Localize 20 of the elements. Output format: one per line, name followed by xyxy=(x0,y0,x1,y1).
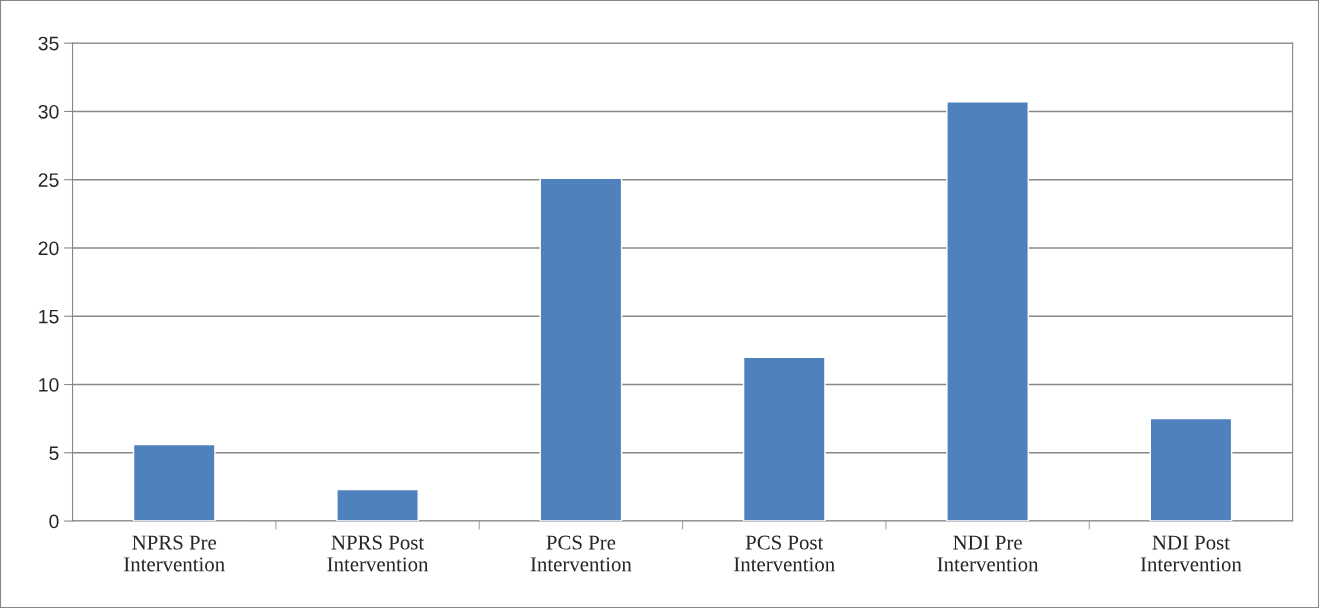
x-tick-label: PCS Post Intervention xyxy=(734,535,835,572)
x-tick-label: NDI Pre Intervention xyxy=(937,535,1039,572)
y-tick-label: 15 xyxy=(39,309,59,324)
bar xyxy=(539,177,623,522)
bar xyxy=(946,101,1029,522)
bar xyxy=(336,488,419,522)
y-tick-label: 20 xyxy=(38,241,59,256)
y-tick-label: 10 xyxy=(39,377,59,392)
y-tick-label: 25 xyxy=(38,173,59,187)
bar xyxy=(742,356,826,522)
x-tick-label: NDI Post Intervention xyxy=(1140,535,1242,572)
x-tick-label: PCS Pre Intervention xyxy=(530,535,632,572)
y-tick-label: 35 xyxy=(38,36,59,51)
x-tick-label: NPRS Post Intervention xyxy=(327,535,429,572)
bar xyxy=(132,443,216,522)
bar xyxy=(1149,417,1233,522)
y-tick-label: 5 xyxy=(49,446,59,461)
y-tick-label: 30 xyxy=(38,104,59,119)
y-tick-label: 0 xyxy=(49,514,59,529)
x-tick-label: NPRS Pre Intervention xyxy=(124,535,225,572)
